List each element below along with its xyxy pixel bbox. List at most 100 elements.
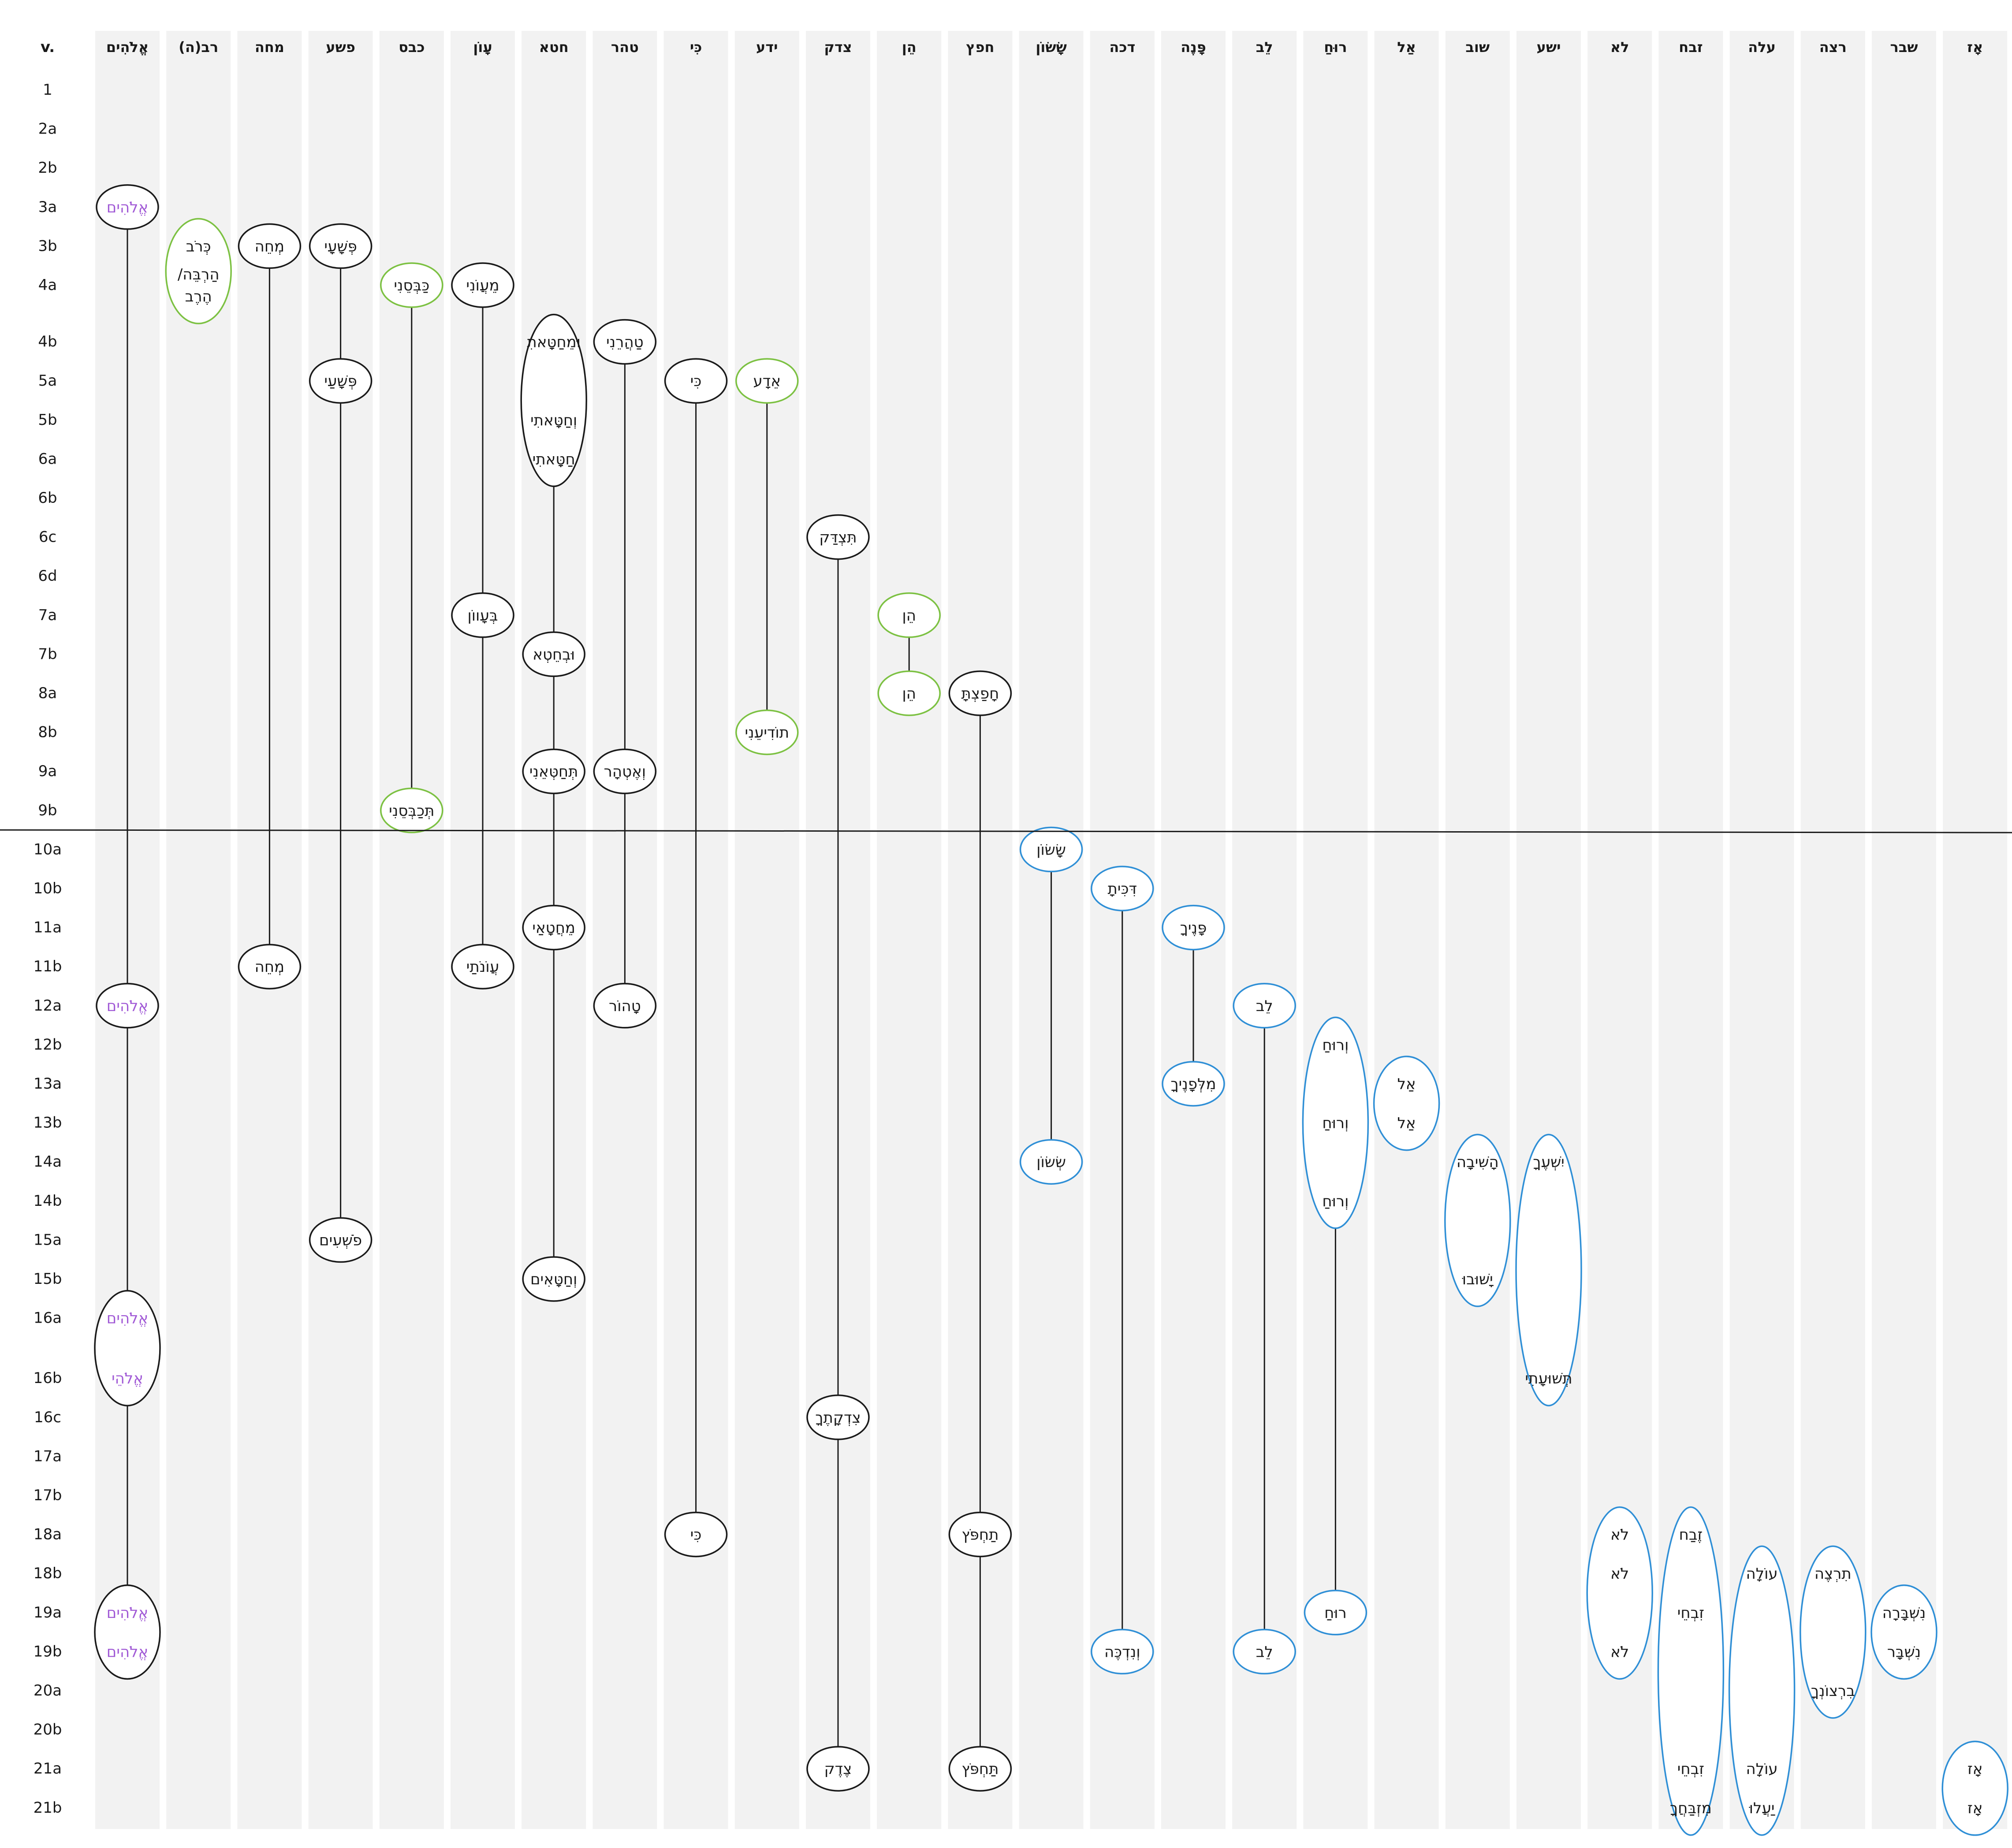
word-group-elohim: אֱלֹהִים bbox=[96, 983, 159, 1029]
hebrew-word: מִזְבַּחֲךָ bbox=[1670, 1800, 1712, 1817]
hebrew-word: אֱלֹהִים bbox=[107, 997, 148, 1015]
word-group-dkh: וְנִדְכֶּה bbox=[1091, 1629, 1154, 1675]
hebrew-word: שָׂשׂוֹן bbox=[1036, 841, 1066, 859]
row-label: 2b bbox=[38, 159, 57, 177]
word-group-outline bbox=[948, 1511, 1012, 1558]
column-header-kbs: כבס bbox=[399, 39, 425, 56]
row-label: 3a bbox=[38, 198, 57, 216]
hebrew-word: וְחַטָּאִים bbox=[530, 1271, 577, 1288]
word-group-kbs: תְּכַבְּסֵנִי bbox=[380, 788, 443, 833]
hebrew-word: בִרְצוֹנְךָ bbox=[1811, 1682, 1855, 1700]
hebrew-word: זֶבַח bbox=[1679, 1526, 1703, 1544]
word-group-outline bbox=[522, 748, 585, 794]
column-band-alh bbox=[1729, 31, 1794, 1829]
hebrew-word: צֶדֶק bbox=[824, 1760, 852, 1778]
word-group-outline bbox=[451, 944, 514, 989]
hebrew-word: מֵחֲטָאַי bbox=[532, 919, 575, 937]
word-group-outline bbox=[1515, 1134, 1582, 1406]
hebrew-word: כְּרֹב bbox=[186, 238, 211, 255]
word-group-rsh: תִרְצֶה בִרְצוֹנְךָ bbox=[1800, 1545, 1867, 1719]
column-header-thr: טהר bbox=[611, 39, 639, 56]
word-group-outline bbox=[238, 223, 302, 269]
hebrew-word: הֵן bbox=[902, 685, 916, 703]
word-group-outline bbox=[664, 358, 728, 404]
word-group-outline bbox=[522, 631, 585, 677]
word-group-tsdq: צֶדֶק bbox=[806, 1746, 870, 1792]
column-header-rsh: רצה bbox=[1819, 39, 1847, 56]
word-group-outline bbox=[1019, 826, 1083, 873]
word-group-outline bbox=[1233, 983, 1296, 1029]
row-label: 16c bbox=[34, 1409, 61, 1426]
hebrew-word: צִדְקָתֶךָ bbox=[815, 1409, 861, 1427]
column-header-awon: עָוֹן bbox=[473, 39, 492, 56]
column-header-ysha: ישע bbox=[1537, 39, 1561, 56]
verse-column-header: v. bbox=[41, 38, 55, 56]
hebrew-word: לֵב bbox=[1256, 1643, 1273, 1661]
hebrew-word: תַחְפֹּץ bbox=[961, 1526, 999, 1544]
hebrew-word: פֹשְׁעִים bbox=[319, 1231, 362, 1249]
column-header-psh: פשע bbox=[326, 39, 355, 56]
word-group-outline bbox=[1091, 866, 1154, 911]
column-header-hen: הֵן bbox=[902, 39, 917, 56]
word-group-alh: עוֹלָה עוֹלָה יַעֲלוּ bbox=[1728, 1545, 1796, 1836]
word-group-awon: מֵעֲוֹנִי bbox=[451, 262, 514, 308]
word-group-lev: לֵב bbox=[1233, 983, 1296, 1029]
row-label: 6c bbox=[39, 528, 56, 546]
word-group-outline bbox=[735, 358, 799, 404]
word-group-outline bbox=[309, 223, 373, 269]
word-group-awon: עֲוֹנֹתַי bbox=[451, 944, 514, 989]
hebrew-word: זִבְחֵי bbox=[1677, 1604, 1704, 1622]
word-group-outline bbox=[1373, 1056, 1440, 1151]
row-label: 10b bbox=[34, 880, 62, 897]
word-group-outline bbox=[309, 1217, 373, 1263]
word-group-outline bbox=[948, 670, 1012, 716]
hebrew-word: אֱלֹהִים bbox=[107, 1643, 148, 1661]
word-group-thr: טַהֲרֵנִי bbox=[593, 319, 657, 365]
hebrew-word: לֹא bbox=[1610, 1565, 1629, 1583]
row-label: 13b bbox=[34, 1114, 62, 1132]
row-label: 5b bbox=[38, 411, 57, 429]
hebrew-word: לֵב bbox=[1256, 997, 1273, 1015]
hebrew-word: וְנִדְכֶּה bbox=[1104, 1643, 1140, 1661]
word-group-outline bbox=[1870, 1584, 1937, 1680]
word-group-outline bbox=[165, 218, 232, 324]
hebrew-word: וְאֶטְהָר bbox=[604, 763, 646, 781]
word-group-outline bbox=[593, 983, 657, 1029]
column-header-lev: לֵב bbox=[1256, 39, 1273, 56]
word-group-outline bbox=[96, 184, 159, 230]
hebrew-word: שְׂשׂוֹן bbox=[1036, 1153, 1066, 1171]
hebrew-word: נִשְׁבָּר bbox=[1887, 1643, 1921, 1661]
word-group-hata: תְּחַטְּאֵנִי bbox=[522, 748, 585, 794]
column-header-zbh: זבח bbox=[1679, 39, 1703, 56]
row-label: 14b bbox=[34, 1192, 62, 1210]
word-group-outline bbox=[451, 262, 514, 308]
row-label: 9a bbox=[38, 762, 57, 780]
row-label: 18b bbox=[34, 1565, 62, 1582]
word-groups: אֱלֹהִיםאֱלֹהִיםאֱלֹהִיםאֱלֹהֵיאֱלֹהִיםא… bbox=[94, 184, 2008, 1836]
column-header-elohim: אֱלֹהִים bbox=[106, 39, 149, 56]
row-label: 21b bbox=[34, 1799, 62, 1817]
word-group-hps: תַּחְפֹּץ bbox=[948, 1746, 1012, 1792]
word-group-elohim: אֱלֹהִים אֱלֹהֵי bbox=[94, 1290, 161, 1406]
word-group-zbh: זֶבַח זִבְחֵי זִבְחֵי מִזְבַּחֲךָ bbox=[1657, 1506, 1725, 1836]
hebrew-word: הֵן bbox=[902, 607, 916, 625]
row-label: 2a bbox=[38, 120, 57, 138]
word-group-outline bbox=[1657, 1506, 1725, 1836]
row-label: 17b bbox=[34, 1487, 62, 1504]
word-group-outline bbox=[94, 1290, 161, 1406]
row-label: 11a bbox=[34, 919, 62, 937]
word-group-outline bbox=[1019, 1139, 1083, 1185]
word-group-lev: לֵב bbox=[1233, 1629, 1296, 1675]
row-label: 5a bbox=[38, 372, 57, 390]
row-label: 15a bbox=[34, 1231, 62, 1249]
column-band-rab bbox=[166, 31, 231, 1829]
row-label: 3b bbox=[38, 237, 57, 255]
word-group-elohim: אֱלֹהִים אֱלֹהִים bbox=[94, 1584, 161, 1680]
hebrew-word: כִּי bbox=[690, 1526, 702, 1544]
word-group-outline bbox=[806, 1394, 870, 1440]
hebrew-word: תִּצְדַּק bbox=[819, 529, 857, 547]
column-header-shuv: שוב bbox=[1465, 39, 1490, 56]
hebrew-word: תִרְצֶה bbox=[1815, 1565, 1852, 1583]
word-group-outline bbox=[522, 1256, 585, 1302]
